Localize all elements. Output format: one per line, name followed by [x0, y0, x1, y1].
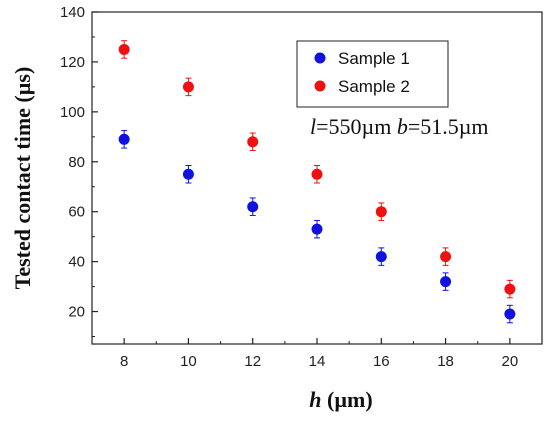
x-axis-unit: (µm) [322, 387, 373, 412]
x-tick-label-18: 18 [437, 353, 454, 370]
y-tick-label-120: 120 [60, 54, 85, 71]
y-axis-title: Tested contact time (µs) [10, 67, 35, 290]
x-tick-label-14: 14 [309, 353, 326, 370]
x-axis-title: h (µm) [309, 387, 372, 412]
point-series-1-10 [182, 168, 194, 180]
x-tick-label-16: 16 [373, 353, 390, 370]
point-series-1-20 [504, 308, 516, 320]
point-series-1-12 [247, 201, 259, 213]
legend-label-sample-2: Sample 2 [338, 77, 410, 96]
annotation-b-value: =51.5µm [408, 114, 489, 139]
point-series-2-18 [440, 251, 452, 263]
x-tick-label-20: 20 [502, 353, 519, 370]
x-tick-label-12: 12 [244, 353, 261, 370]
y-tick-label-100: 100 [60, 104, 85, 121]
axis-ticks: 8 10 12 14 16 18 20 20 40 60 80 100 120 140 [60, 4, 518, 370]
legend-label-sample-1: Sample 1 [338, 49, 410, 68]
legend: Sample 1 Sample 2 [296, 40, 449, 108]
y-tick-label-40: 40 [68, 254, 85, 271]
data-points [118, 40, 516, 324]
legend-box [296, 40, 449, 108]
point-series-2-12 [247, 136, 259, 148]
point-series-2-20 [504, 283, 516, 295]
point-series-2-10 [182, 81, 194, 93]
point-series-1-8 [118, 133, 130, 145]
x-tick-label-10: 10 [180, 353, 197, 370]
point-series-1-18 [440, 276, 452, 288]
x-axis-variable: h [309, 387, 321, 412]
dimensions-annotation: l=550µm b=51.5µm [310, 114, 489, 139]
point-series-1-14 [311, 223, 323, 235]
x-tick-label-8: 8 [120, 353, 128, 370]
annotation-l-variable: l [310, 114, 316, 139]
point-series-2-16 [375, 206, 387, 218]
point-series-2-8 [118, 43, 130, 55]
y-tick-label-60: 60 [68, 204, 85, 221]
y-tick-label-80: 80 [68, 154, 85, 171]
annotation-l-value: =550µm [316, 114, 397, 139]
annotation-b-variable: b [397, 114, 408, 139]
legend-marker-sample-1 [314, 52, 326, 64]
y-tick-label-140: 140 [60, 4, 85, 21]
legend-marker-sample-2 [314, 80, 326, 92]
point-series-2-14 [311, 168, 323, 180]
y-tick-label-20: 20 [68, 304, 85, 321]
point-series-1-16 [375, 251, 387, 263]
